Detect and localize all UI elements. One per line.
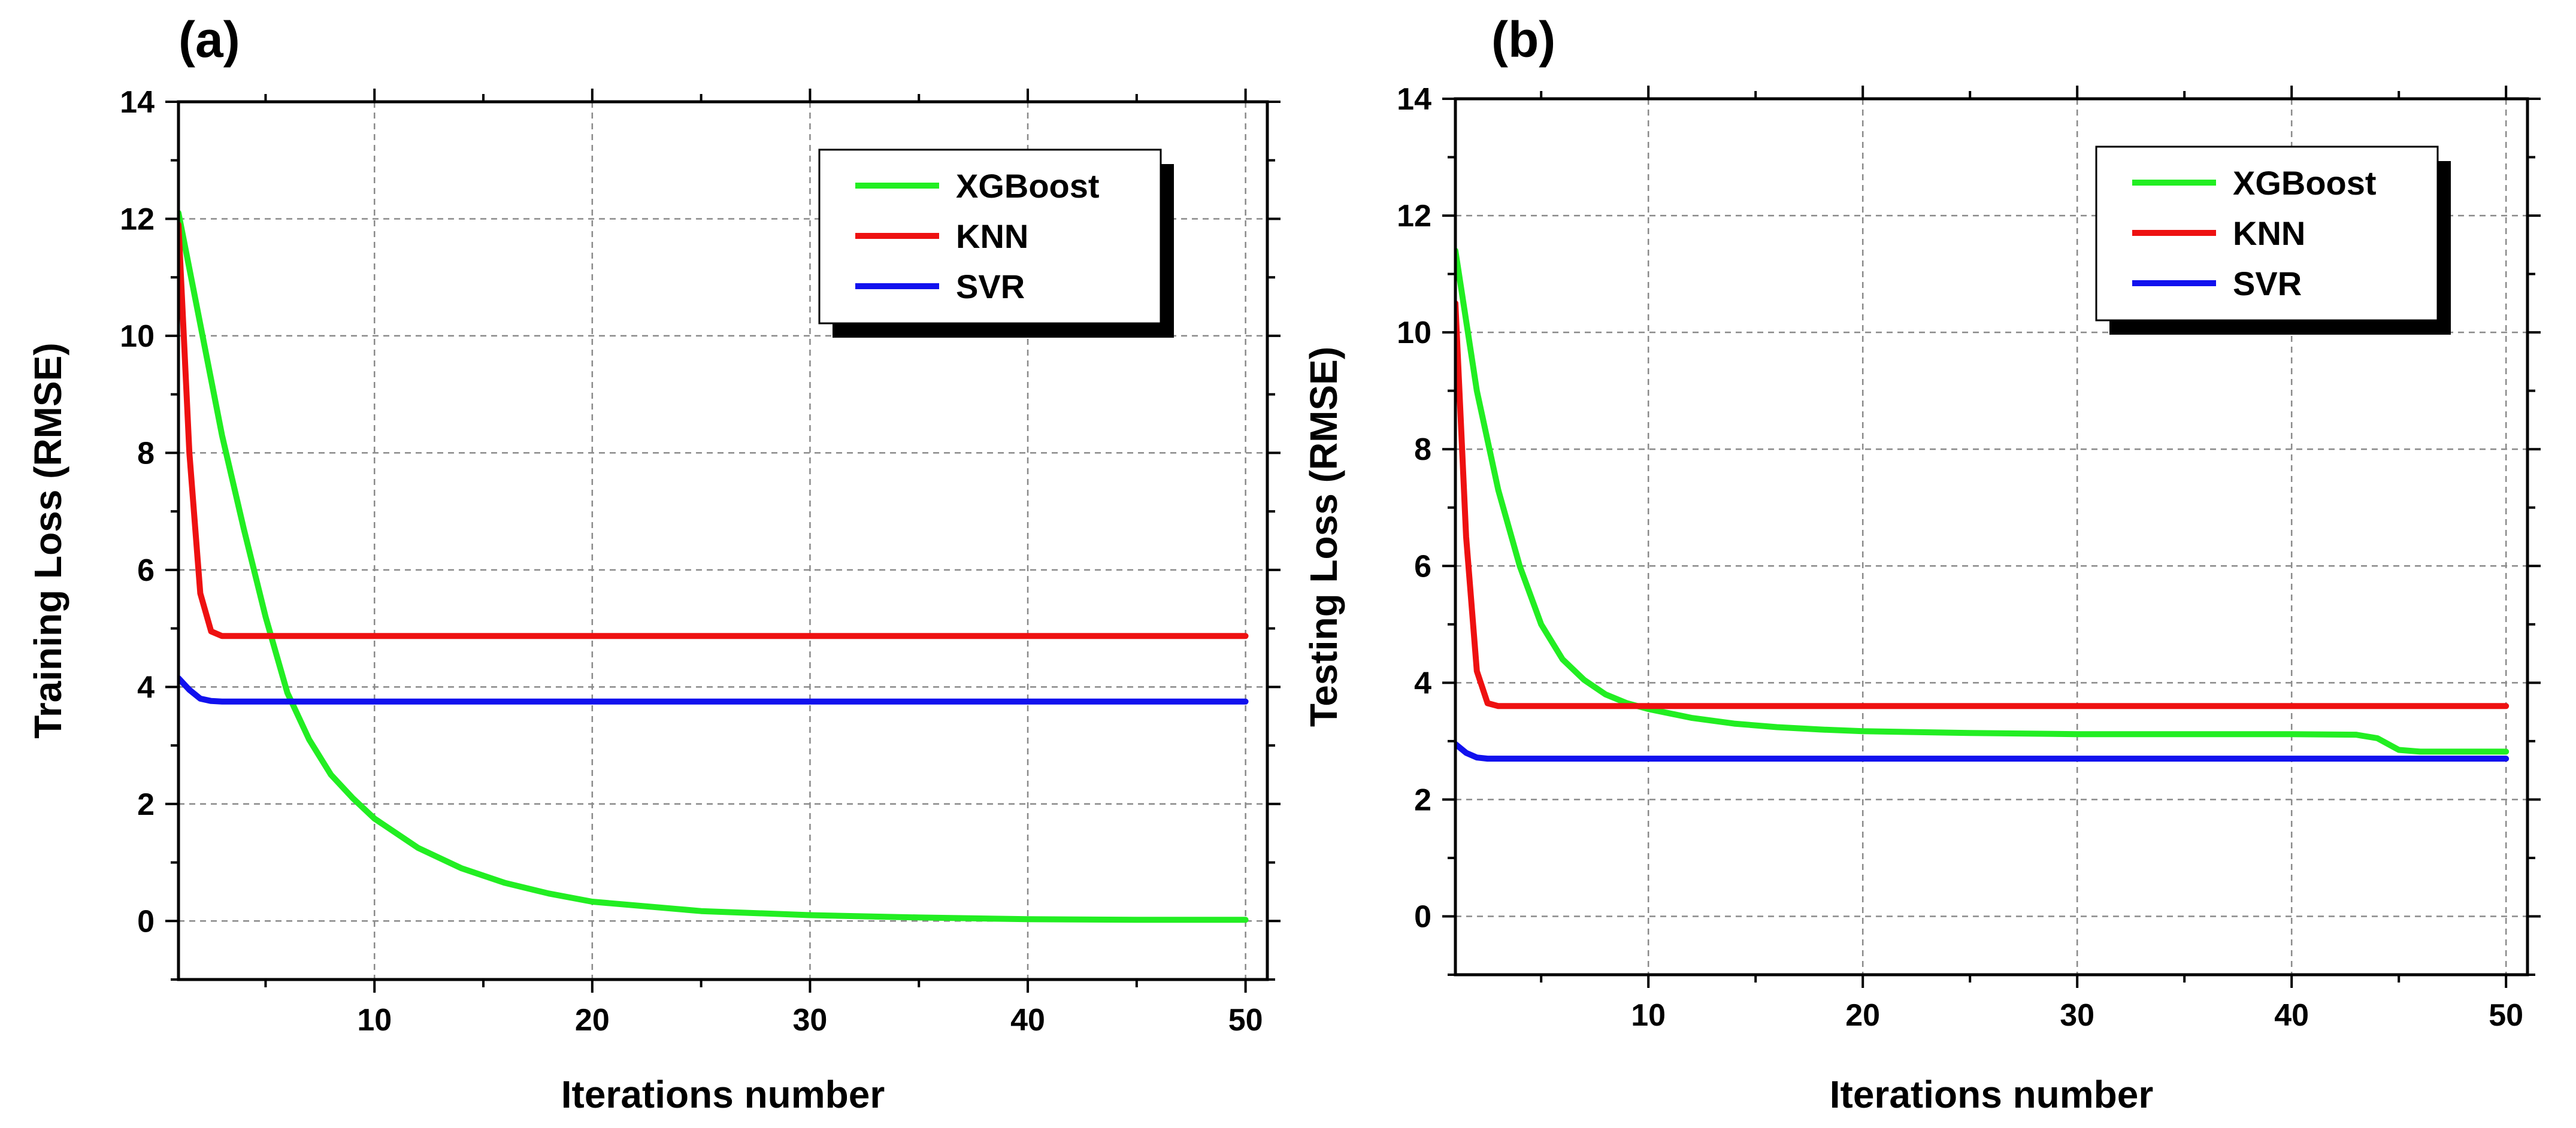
y-tick-label: 14: [120, 85, 155, 120]
x-tick-label: 10: [357, 1003, 392, 1038]
x-tick-label: 40: [2274, 998, 2309, 1033]
series-line-svr: [1455, 741, 2510, 762]
x-tick-label: 10: [1631, 998, 1666, 1033]
chart-panel-a: 0 2 4 6 8 10 12 14 10 20 30 40 50 XGBoost KNN SVR Iterat…: [26, 11, 1281, 1116]
legend-label-xgboost: XGBoost: [2233, 164, 2377, 202]
x-tick-label: 40: [1010, 1003, 1045, 1038]
plot-frame: [177, 100, 1269, 981]
y-axis-title: Testing Loss (RMSE): [1302, 347, 1345, 727]
y-tick-label: 0: [1414, 899, 1431, 934]
x-tick-label: 30: [793, 1003, 828, 1038]
y-tick-label: 2: [1414, 783, 1431, 817]
y-tick-label: 6: [1414, 549, 1431, 584]
x-tick-label: 20: [1845, 998, 1880, 1033]
series-line-xgboost: [178, 210, 1249, 923]
legend-label-xgboost: XGBoost: [956, 167, 1100, 205]
y-tick-label: 6: [137, 553, 155, 588]
legend-label-svr: SVR: [2233, 265, 2302, 302]
y-tick-label: 0: [137, 904, 155, 939]
legend: XGBoost KNN SVR: [818, 148, 1174, 338]
y-tick-label: 12: [1397, 199, 1431, 234]
x-axis-title: Iterations number: [1830, 1073, 2154, 1116]
x-axis-title: Iterations number: [561, 1073, 885, 1116]
y-tick-label: 10: [1397, 316, 1431, 350]
legend: XGBoost KNN SVR: [2095, 145, 2451, 335]
plot-frame: [1454, 97, 2529, 977]
x-tick-label: 50: [1228, 1003, 1263, 1038]
legend-label-knn: KNN: [956, 217, 1028, 255]
y-tick-label: 8: [137, 436, 155, 471]
x-tick-label: 30: [2060, 998, 2094, 1033]
panel-label: (b): [1491, 11, 1555, 68]
series-line-xgboost: [1455, 247, 2510, 755]
x-tick-label: 50: [2489, 998, 2523, 1033]
chart-panel-b: 0 2 4 6 8 10 12 14 10 20 30 40 50 XGBoost KNN SVR Iterat…: [1302, 11, 2541, 1116]
y-tick-label: 4: [137, 670, 155, 705]
legend-label-svr: SVR: [956, 268, 1025, 305]
series-line-knn: [178, 222, 1249, 639]
y-axis-title: Training Loss (RMSE): [26, 342, 69, 738]
y-tick-label: 10: [120, 319, 155, 354]
y-tick-label: 8: [1414, 432, 1431, 467]
x-tick-label: 20: [575, 1003, 610, 1038]
y-tick-label: 12: [120, 202, 155, 236]
legend-label-knn: KNN: [2233, 214, 2305, 252]
panel-label: (a): [178, 11, 240, 68]
y-tick-label: 2: [137, 787, 155, 822]
y-tick-label: 14: [1397, 82, 1431, 117]
series-line-knn: [1455, 300, 2510, 709]
series-line-svr: [178, 675, 1249, 705]
y-tick-label: 4: [1414, 666, 1431, 701]
